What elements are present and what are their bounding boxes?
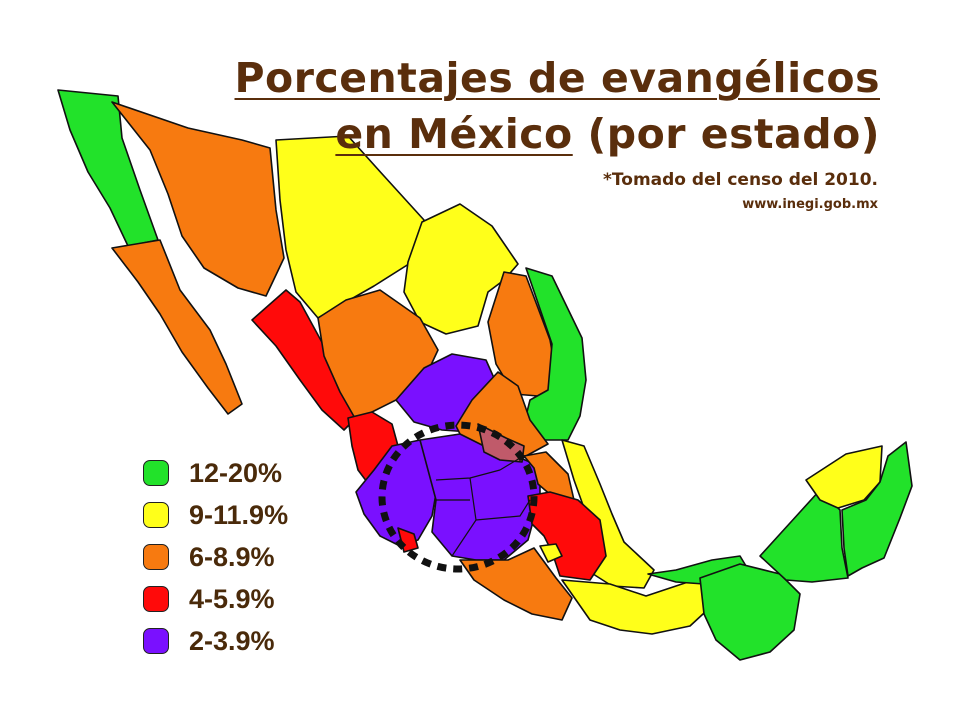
state-quintana-roo — [841, 441, 913, 577]
state-sonora — [111, 101, 285, 297]
state-puebla-tlaxcala — [527, 491, 607, 581]
legend: 12-20% 9-11.9% 6-8.9% 4-5.9% 2-3.9% — [143, 452, 288, 662]
state-mexico-city — [539, 543, 563, 563]
legend-item: 6-8.9% — [143, 536, 288, 578]
state-chihuahua — [275, 135, 425, 319]
state-tamaulipas — [521, 267, 587, 441]
state-chiapas — [699, 563, 801, 661]
state-campeche — [759, 489, 849, 583]
source-url: www.inegi.gob.mx — [742, 197, 878, 212]
state-baja-california-sur — [111, 239, 243, 415]
legend-swatch — [143, 544, 169, 570]
legend-swatch — [143, 586, 169, 612]
title-underlined-part: en México — [335, 110, 573, 158]
title-line-1: Porcentajes de evangélicos — [234, 54, 880, 102]
legend-label: 12-20% — [189, 457, 283, 488]
legend-label: 4-5.9% — [189, 583, 275, 614]
legend-item: 12-20% — [143, 452, 288, 494]
legend-label: 2-3.9% — [189, 625, 275, 656]
source-note: *Tomado del censo del 2010. — [603, 170, 878, 190]
legend-swatch — [143, 628, 169, 654]
title-line-2: en México (por estado) — [335, 110, 880, 158]
legend-swatch — [143, 502, 169, 528]
legend-swatch — [143, 460, 169, 486]
state-oaxaca — [561, 577, 717, 635]
state-coahuila — [403, 203, 519, 335]
title-rest: (por estado) — [572, 110, 880, 158]
legend-label: 6-8.9% — [189, 541, 275, 572]
central-state-borders — [435, 457, 531, 557]
legend-item: 2-3.9% — [143, 620, 288, 662]
legend-label: 9-11.9% — [189, 499, 289, 530]
central-region-dotted-circle — [378, 421, 538, 573]
legend-item: 9-11.9% — [143, 494, 288, 536]
state-queretaro — [477, 423, 525, 463]
legend-item: 4-5.9% — [143, 578, 288, 620]
